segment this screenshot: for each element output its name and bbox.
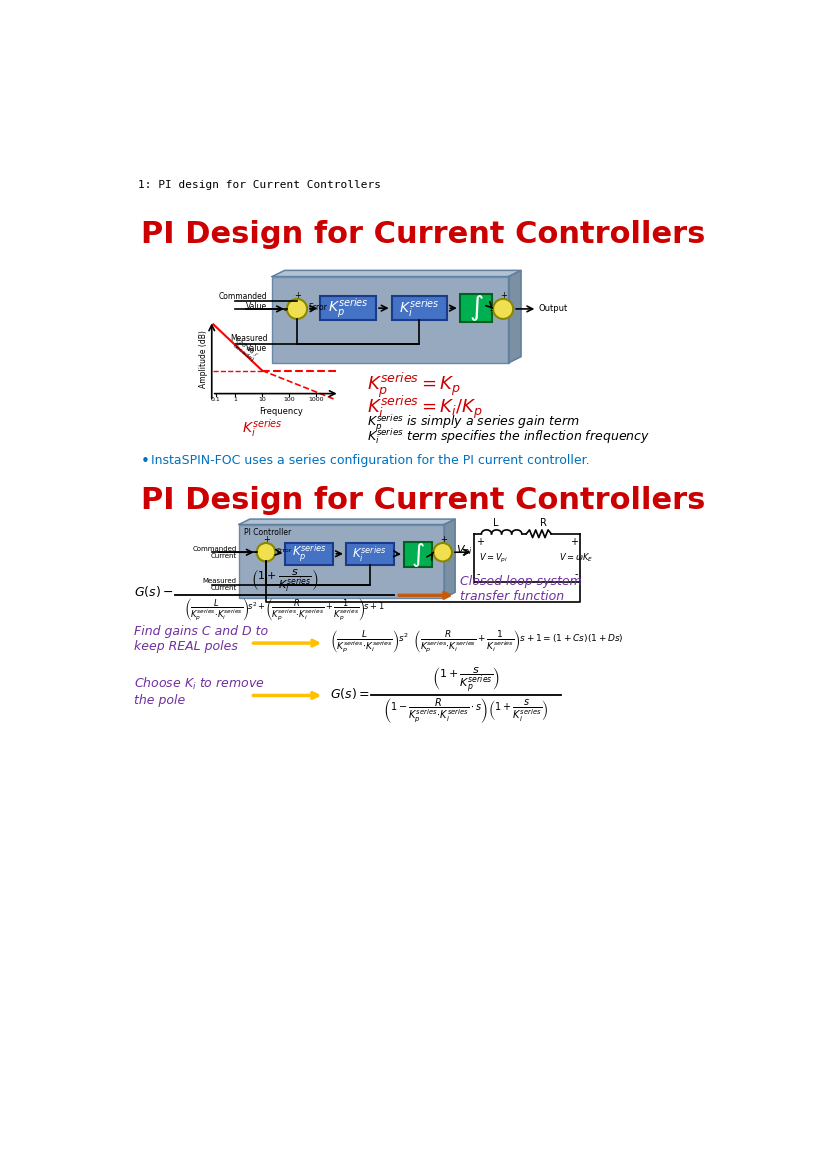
Text: $\int$: $\int$ <box>411 540 425 568</box>
Text: $K_p^{series} = K_p$: $K_p^{series} = K_p$ <box>367 371 461 400</box>
Text: $K_i^{series}$: $K_i^{series}$ <box>242 416 282 438</box>
Text: $G(s) = $: $G(s) = $ <box>330 686 369 701</box>
Bar <box>239 525 444 597</box>
Text: $\left(1 + \dfrac{s}{K_i^{series}}\right)$: $\left(1 + \dfrac{s}{K_i^{series}}\right… <box>251 567 318 594</box>
Text: 1: PI design for Current Controllers: 1: PI design for Current Controllers <box>138 180 381 189</box>
Circle shape <box>287 299 307 319</box>
Circle shape <box>493 299 513 319</box>
Text: Output: Output <box>539 304 568 313</box>
Bar <box>460 295 492 321</box>
Text: -: - <box>574 569 577 579</box>
Text: Find gains C and D to
keep REAL poles: Find gains C and D to keep REAL poles <box>135 625 268 653</box>
Text: Amplitude (dB): Amplitude (dB) <box>200 330 208 388</box>
Text: Closed loop system
transfer function: Closed loop system transfer function <box>460 575 582 603</box>
Text: PI Design for Current Controllers: PI Design for Current Controllers <box>141 221 705 249</box>
Text: Measured
Value: Measured Value <box>230 334 268 353</box>
Text: InstaSPIN-FOC uses a series configuration for the PI current controller.: InstaSPIN-FOC uses a series configuratio… <box>151 454 590 466</box>
Text: L: L <box>492 518 498 527</box>
Text: Frequency: Frequency <box>259 408 303 416</box>
Text: 0.1: 0.1 <box>211 397 221 402</box>
Text: +: + <box>294 291 301 299</box>
Bar <box>346 542 394 565</box>
Bar <box>320 296 376 320</box>
Text: Commanded
Value: Commanded Value <box>219 291 268 311</box>
Polygon shape <box>239 519 455 525</box>
Text: $V = \omega K_E$: $V = \omega K_E$ <box>559 552 593 565</box>
Text: 100: 100 <box>283 397 295 402</box>
Polygon shape <box>273 270 521 277</box>
Circle shape <box>257 542 275 561</box>
Text: 1: 1 <box>233 397 237 402</box>
Text: $K_i^{series}$: $K_i^{series}$ <box>353 544 387 563</box>
Text: Choose $K_i$ to remove
the pole: Choose $K_i$ to remove the pole <box>135 676 265 707</box>
Circle shape <box>434 542 452 561</box>
Text: Measured
Current: Measured Current <box>202 577 236 592</box>
Text: $K_i^{series}$: $K_i^{series}$ <box>399 297 439 319</box>
Text: +: + <box>440 534 447 544</box>
Bar <box>392 296 448 320</box>
Polygon shape <box>444 519 455 597</box>
Text: (20 dB /
decade): (20 dB / decade) <box>231 338 258 362</box>
Text: $K_i^{series} = K_i / K_p$: $K_i^{series} = K_i / K_p$ <box>367 394 483 421</box>
Text: +: + <box>570 537 577 547</box>
Text: -: - <box>476 569 480 579</box>
Text: PI Controller: PI Controller <box>244 527 291 537</box>
Text: •: • <box>140 454 150 469</box>
Text: $K_i^{series}$ term specifies the inflection frequency: $K_i^{series}$ term specifies the inflec… <box>367 426 650 445</box>
Text: +: + <box>263 534 270 544</box>
Text: $\left(\dfrac{L}{K_p^{series} \!\cdot\! K_i^{series}}\right)s^2$  $\left(\dfrac{: $\left(\dfrac{L}{K_p^{series} \!\cdot\! … <box>330 629 624 655</box>
Text: $K_p^{series}$: $K_p^{series}$ <box>292 544 327 565</box>
Text: Error: Error <box>309 303 327 312</box>
Text: $\left(1 + \dfrac{s}{K_p^{series}}\right)$: $\left(1 + \dfrac{s}{K_p^{series}}\right… <box>432 665 500 694</box>
Text: -: - <box>490 306 493 314</box>
Text: -: - <box>254 548 257 558</box>
Text: -: - <box>430 548 434 558</box>
Text: -: - <box>284 306 287 314</box>
Text: $V_{pi}$: $V_{pi}$ <box>456 544 472 560</box>
Text: 1000: 1000 <box>309 397 324 402</box>
Text: PI Design for Current Controllers: PI Design for Current Controllers <box>141 486 705 516</box>
Text: $G(s) -$: $G(s) -$ <box>135 584 173 599</box>
Text: $K_p^{series}$: $K_p^{series}$ <box>328 296 368 320</box>
Text: 10: 10 <box>259 397 266 402</box>
Bar <box>273 277 509 362</box>
Text: $\left(\dfrac{L}{K_p^{series} \!\cdot\! K_i^{series}}\right)\!s^2 + \!\left(\dfr: $\left(\dfrac{L}{K_p^{series} \!\cdot\! … <box>184 597 385 623</box>
Polygon shape <box>509 270 521 362</box>
Text: $\int$: $\int$ <box>468 293 483 323</box>
Text: $K_p^{series}$ is simply a series gain term: $K_p^{series}$ is simply a series gain t… <box>367 413 580 434</box>
Text: $V = V_{pi}$: $V = V_{pi}$ <box>478 552 508 565</box>
Text: +: + <box>476 537 484 547</box>
Text: Commanded
Current: Commanded Current <box>192 546 236 559</box>
Text: +: + <box>501 291 507 299</box>
Bar <box>404 542 432 567</box>
Text: R: R <box>540 518 547 527</box>
Text: $\left(1 - \dfrac{R}{K_p^{series} \!\cdot\! K_i^{series}} \cdot s\right)\left(1 : $\left(1 - \dfrac{R}{K_p^{series} \!\cdo… <box>383 697 548 726</box>
Bar <box>285 542 334 565</box>
Text: Error: Error <box>276 548 292 553</box>
